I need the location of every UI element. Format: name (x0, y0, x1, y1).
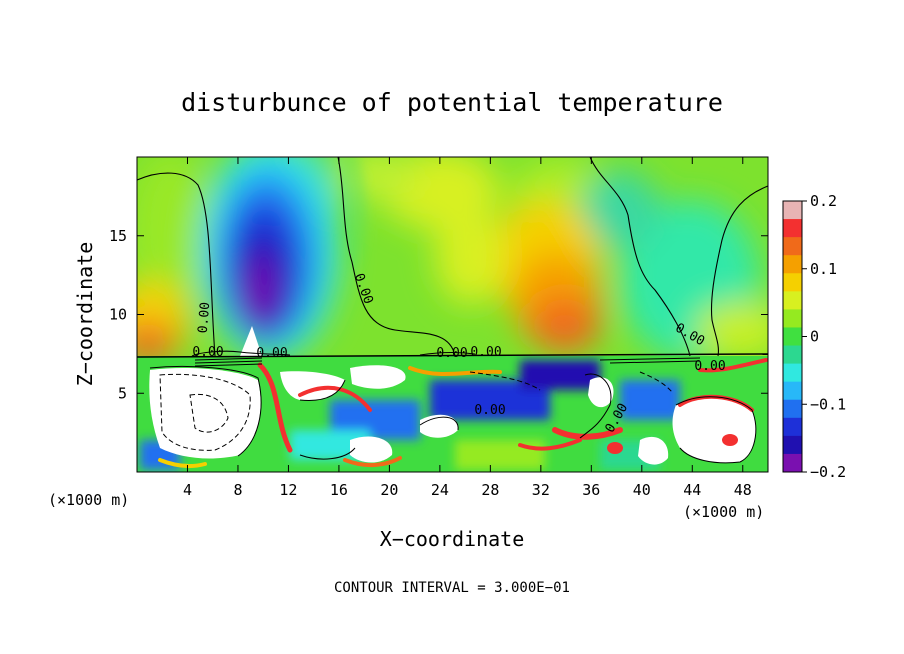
x-tick-label: 8 (233, 481, 242, 499)
colorbar-swatch (783, 417, 802, 437)
contour-label: 0.00 (470, 345, 501, 360)
interface-line (136, 353, 769, 358)
lower-field (137, 356, 768, 472)
colorbar (782, 200, 803, 473)
colorbar-swatch (783, 363, 802, 383)
x-tick-label: 36 (582, 481, 600, 499)
y-axis-ticks: 5 10 15 (109, 227, 768, 402)
colorbar-tick-label: 0.1 (810, 260, 837, 278)
contour-label: 0.00 (474, 403, 505, 418)
upper-field (137, 157, 768, 356)
x-tick-label: 24 (431, 481, 449, 499)
colorbar-swatch (783, 291, 802, 310)
colorbar-swatch (783, 327, 802, 347)
y-tick-label: 10 (109, 306, 127, 324)
x-tick-label: 4 (183, 481, 192, 499)
x-axis-ticks: 4 8 12 16 20 24 28 32 36 40 44 48 (183, 157, 752, 499)
contour-label: 0.00 (192, 345, 223, 360)
contour-interval-note: CONTOUR INTERVAL = 3.000E−01 (334, 580, 570, 596)
x-tick-label: 12 (279, 481, 297, 499)
colorbar-swatch (783, 453, 802, 473)
x-axis-label: X−coordinate (380, 527, 525, 551)
x-unit-right: (×1000 m) (683, 503, 764, 521)
chart-title: disturbunce of potential temperature (181, 88, 723, 117)
x-unit-left: (×1000 m) (48, 491, 129, 509)
colorbar-swatch (783, 201, 802, 220)
colorbar-swatch (783, 309, 802, 328)
colorbar-swatch (783, 273, 802, 292)
x-tick-label: 44 (683, 481, 701, 499)
x-tick-label: 40 (633, 481, 651, 499)
colorbar-swatch (783, 237, 802, 256)
colorbar-ticks: 0.2 0.1 0 −0.1 −0.2 (802, 192, 846, 481)
zero-contours (136, 156, 769, 357)
x-tick-label: 28 (481, 481, 499, 499)
contour-labels: 0.000.00 0.000.000.00 0.000.00 0.000.000.00 (192, 272, 725, 436)
contour-label: 0.00 (196, 301, 214, 334)
contour-label: 0.00 (694, 359, 725, 374)
x-tick-label: 16 (330, 481, 348, 499)
colorbar-swatch (783, 435, 802, 455)
contour-label: 0.00 (256, 346, 287, 361)
colorbar-tick-label: 0.2 (810, 192, 837, 210)
colorbar-tick-label: −0.2 (810, 463, 846, 481)
colorbar-swatch (783, 381, 802, 401)
x-tick-label: 20 (380, 481, 398, 499)
colorbar-tick-label: −0.1 (810, 395, 846, 413)
contour-label: 0.00 (436, 346, 467, 361)
plot-area: 0.000.00 0.000.000.00 0.000.00 0.000.000.00 (136, 156, 769, 473)
colorbar-tick-label: 0 (810, 328, 819, 346)
colorbar-swatch (783, 255, 802, 274)
y-tick-label: 15 (109, 227, 127, 245)
y-axis-label: Z−coordinate (73, 242, 97, 387)
colorbar-swatch (783, 219, 802, 238)
x-tick-label: 48 (734, 481, 752, 499)
colorbar-swatch (783, 399, 802, 419)
y-tick-label: 5 (118, 384, 127, 402)
x-tick-label: 32 (532, 481, 550, 499)
colorbar-swatch (783, 345, 802, 365)
